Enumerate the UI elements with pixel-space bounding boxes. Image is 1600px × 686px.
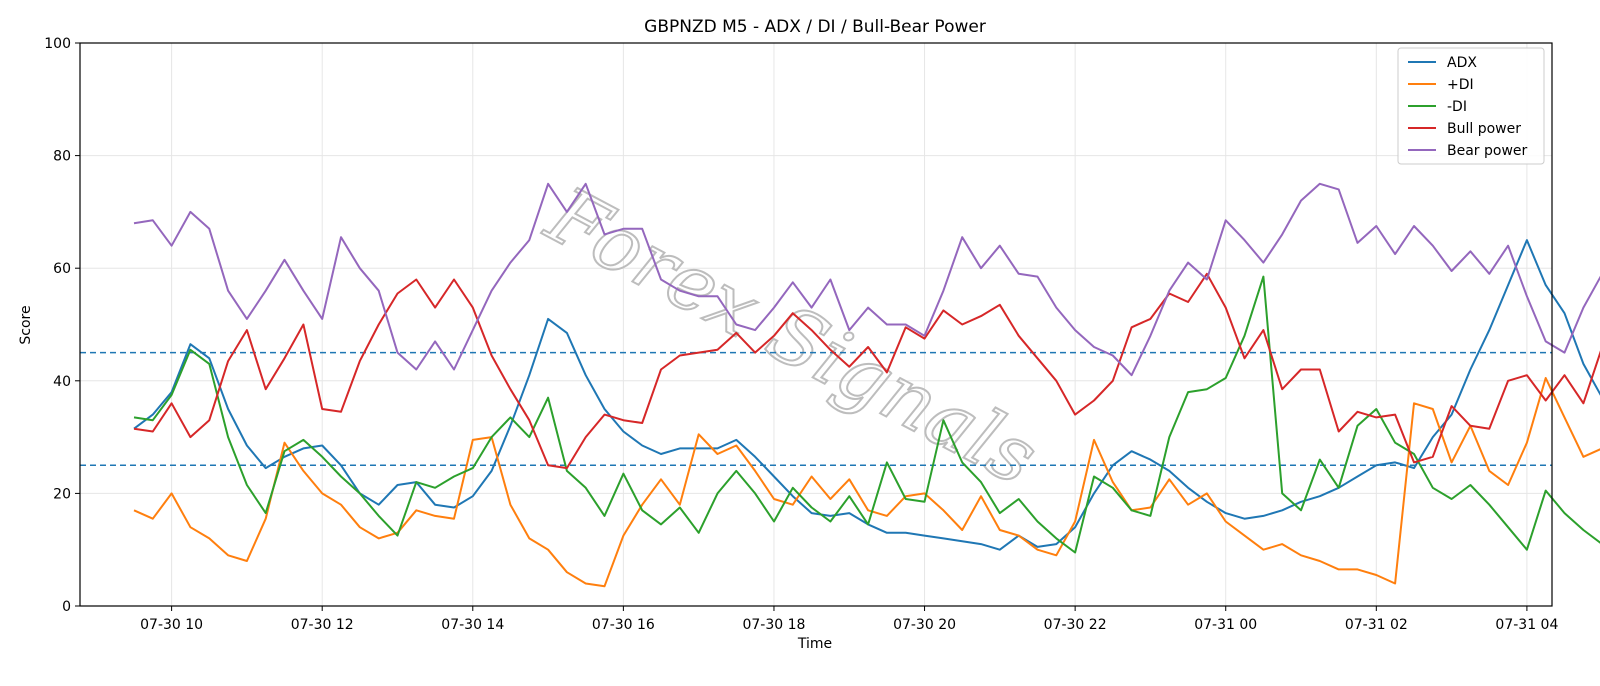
x-tick-label: 07-31 02 [1345,617,1408,633]
x-tick-label: 07-30 14 [441,617,504,633]
x-tick-label: 07-30 12 [291,617,354,633]
plot-frame [79,42,1553,607]
legend-label: Bull power [1447,121,1521,137]
y-axis-title: Score [18,305,34,344]
y-tick-label: 80 [53,149,71,165]
x-tick-label: 07-31 04 [1495,617,1558,633]
legend-label: -DI [1447,99,1467,115]
x-tick-label: 07-31 00 [1194,617,1257,633]
reference-lines [80,351,1552,466]
series-line-di [133,275,1600,554]
y-tick-label: 0 [62,599,71,615]
x-axis-title: Time [797,636,832,652]
x-tick-label: 07-30 10 [140,617,203,633]
legend-label: ADX [1447,55,1477,71]
x-tick-label: 07-30 22 [1044,617,1107,633]
y-tick-label: 100 [44,36,71,52]
y-axis: 0 20 40 60 80 100 [44,36,80,615]
chart-title: GBPNZD M5 - ADX / DI / Bull-Bear Power [644,17,986,37]
series-line-bear-power [133,182,1600,377]
legend-label: +DI [1447,77,1474,93]
legend-label: Bear power [1447,143,1528,159]
legend: ADX +DI -DI Bull power Bear power [1397,47,1545,165]
series-line-bull-power [133,272,1600,470]
y-tick-label: 60 [53,261,71,277]
y-tick-label: 40 [53,374,71,390]
x-tick-label: 07-30 20 [893,617,956,633]
legend-box [1397,47,1545,165]
y-tick-label: 20 [53,486,71,502]
x-tick-label: 07-30 16 [592,617,655,633]
series-line-adx [133,239,1600,551]
x-tick-label: 07-30 18 [742,617,805,633]
x-axis: 07-30 10 07-30 12 07-30 14 07-30 16 07-30 18… [140,606,1558,633]
series-lines [133,182,1600,588]
grid [80,42,1552,607]
series-line-di [133,377,1600,588]
